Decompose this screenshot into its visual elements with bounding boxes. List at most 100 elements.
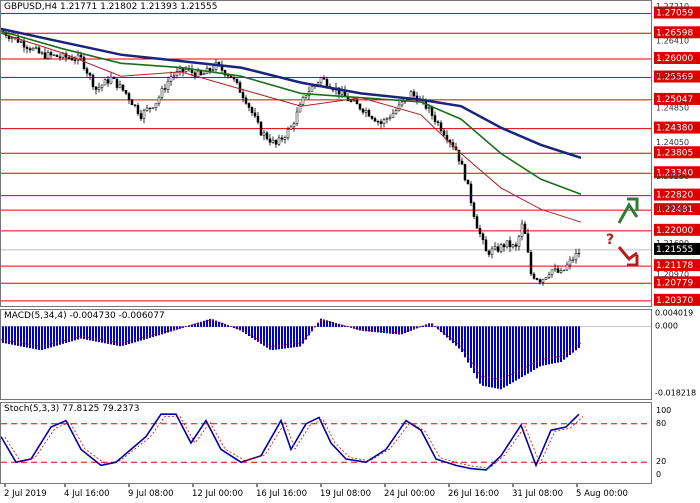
stoch-panel[interactable]: Stoch(5,3,3) 77.8125 79.2373 xyxy=(0,402,652,484)
candle-body xyxy=(247,103,251,108)
candle-body xyxy=(535,278,539,280)
candle xyxy=(91,73,95,90)
macd-bar xyxy=(554,326,556,364)
candle xyxy=(394,108,398,115)
macd-bar xyxy=(524,326,526,376)
candle xyxy=(268,134,272,146)
level-label: 1.25047 xyxy=(654,92,700,105)
macd-bar xyxy=(359,326,361,331)
macd-bar xyxy=(404,326,406,334)
candle-body xyxy=(505,240,509,248)
candle-body xyxy=(295,111,299,124)
candle-body xyxy=(571,259,575,261)
candle-body xyxy=(115,78,119,88)
candle-body xyxy=(529,251,533,275)
candle-body xyxy=(253,112,257,117)
candle-body xyxy=(223,70,227,76)
candle-body xyxy=(412,91,416,97)
macd-bar xyxy=(431,323,433,327)
candle-body xyxy=(466,179,470,185)
ma-slow-line xyxy=(1,27,582,159)
candle-body xyxy=(436,121,440,123)
level-label: 1.22000 xyxy=(654,223,700,236)
macd-bar xyxy=(338,323,340,327)
macd-bar xyxy=(578,326,580,348)
level-label: 1.26598 xyxy=(654,26,700,39)
candle xyxy=(274,139,278,148)
time-tick-label: 9 Jul 08:00 xyxy=(128,489,174,499)
macd-bar xyxy=(395,326,397,335)
macd-axis: 0.004019 0.000 -0.018218 xyxy=(652,309,700,400)
candle xyxy=(235,78,239,85)
macd-bar xyxy=(284,326,286,349)
candle xyxy=(148,107,152,113)
time-tick-label: 31 Jul 08:00 xyxy=(512,489,563,499)
time-tick-label: 4 Jul 16:00 xyxy=(64,489,110,499)
macd-bar xyxy=(305,326,307,340)
candle-body xyxy=(172,75,176,77)
macd-bar xyxy=(59,326,61,345)
candle-body xyxy=(562,269,566,272)
candle-body xyxy=(157,97,161,104)
candle xyxy=(139,109,143,121)
macd-bar xyxy=(2,326,4,343)
candle xyxy=(22,36,26,53)
candle xyxy=(484,236,488,252)
candle-body xyxy=(238,82,242,93)
macd-bar xyxy=(518,326,520,379)
level-label-bg xyxy=(654,293,700,306)
candle xyxy=(169,71,173,86)
time-tick-label: 19 Jul 08:00 xyxy=(320,489,371,499)
candle-body xyxy=(256,115,260,123)
candle xyxy=(379,118,383,129)
macd-bar xyxy=(368,326,370,332)
candle-body xyxy=(265,132,269,140)
macd-bar xyxy=(197,322,199,327)
candle xyxy=(211,65,215,73)
price-chart-panel[interactable]: ? GBPUSD,H4 1.21771 1.21802 1.21393 1.21… xyxy=(0,0,652,307)
candle xyxy=(262,129,266,141)
macd-bar xyxy=(485,326,487,387)
candle-body xyxy=(310,86,314,92)
candle xyxy=(517,234,521,251)
candle xyxy=(304,95,308,100)
candle-body xyxy=(268,138,272,143)
macd-bar xyxy=(419,326,421,328)
macd-bar xyxy=(446,326,448,338)
candle-body xyxy=(427,107,431,109)
macd-histogram xyxy=(2,318,580,390)
candle xyxy=(130,98,134,106)
macd-bar xyxy=(71,326,73,342)
level-label: 1.21178 xyxy=(654,259,700,272)
macd-bar xyxy=(401,326,403,335)
macd-bar xyxy=(461,326,463,353)
candle xyxy=(562,269,566,272)
candle-body xyxy=(58,56,62,58)
macd-bar xyxy=(101,326,103,343)
candle-body xyxy=(496,246,500,252)
macd-bar xyxy=(326,320,328,327)
candle xyxy=(94,86,98,95)
candle-body xyxy=(124,90,128,94)
candle-body xyxy=(133,104,137,106)
candle xyxy=(115,78,119,91)
macd-bar xyxy=(173,326,175,331)
macd-panel[interactable]: MACD(5,34,4) -0.004730 -0.006077 xyxy=(0,309,652,400)
macd-bar xyxy=(317,322,319,327)
candle-body xyxy=(523,223,527,234)
macd-tick: 0.000 xyxy=(655,321,678,330)
candle-body xyxy=(520,223,524,237)
macd-bar xyxy=(575,326,577,351)
candle-body xyxy=(61,53,65,58)
level-label-bg xyxy=(654,121,700,134)
macd-bar xyxy=(89,326,91,341)
candle-body xyxy=(91,74,95,88)
candle-body xyxy=(85,68,89,74)
macd-bar xyxy=(557,326,559,363)
ma-fast-line xyxy=(1,32,582,223)
candle-body xyxy=(79,54,83,58)
level-label-text: 1.23340 xyxy=(656,168,693,178)
macd-bar xyxy=(227,325,229,327)
macd-bar xyxy=(131,326,133,344)
macd-bar xyxy=(149,326,151,338)
